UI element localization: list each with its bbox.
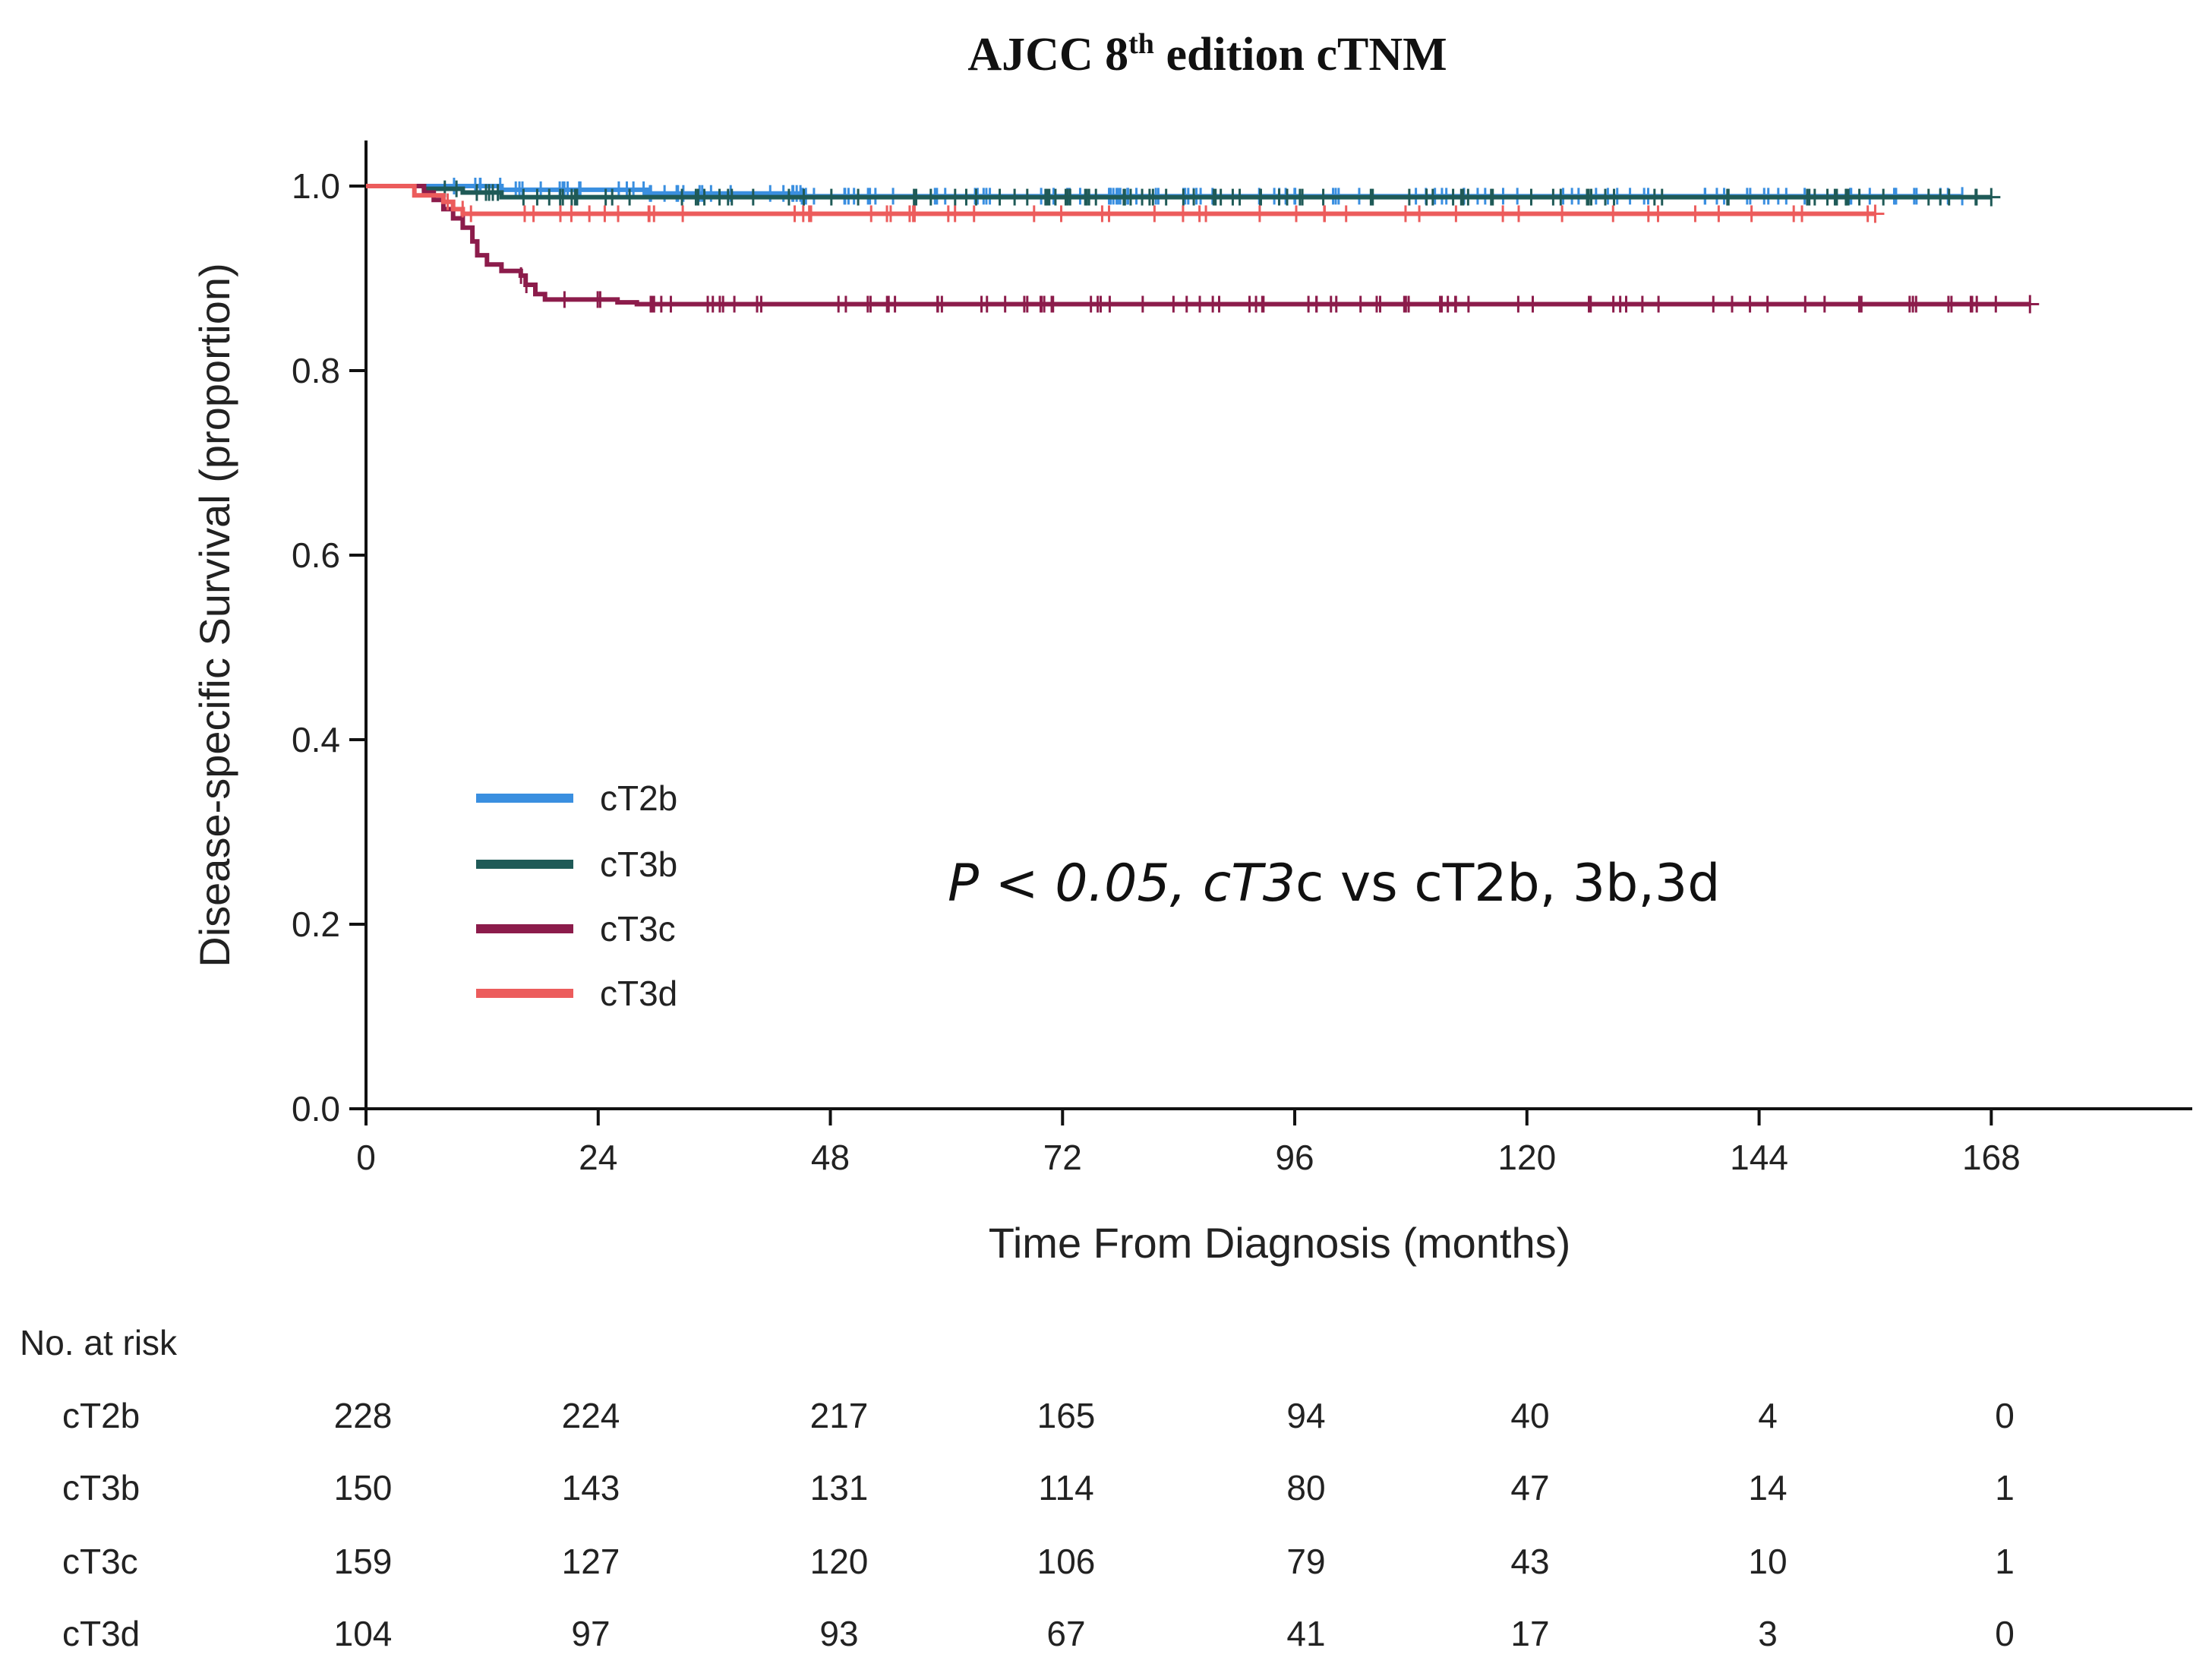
- risk-cell: 43: [1510, 1542, 1549, 1581]
- y-tick-label: 0.6: [292, 535, 340, 575]
- survival-curves: [366, 178, 2040, 314]
- y-tick-label: 0.4: [292, 720, 340, 759]
- risk-cell: 93: [819, 1614, 858, 1653]
- risk-cell: 17: [1510, 1614, 1549, 1653]
- risk-cell: 104: [334, 1614, 393, 1653]
- x-tick-label: 24: [579, 1138, 617, 1177]
- p-value-annotation: P < 0.05, cT3c vs cT2b, 3b,3d: [948, 854, 1720, 914]
- risk-cell: 3: [1758, 1614, 1778, 1653]
- x-axis-label: Time From Diagnosis (months): [989, 1219, 1571, 1267]
- risk-cell: 47: [1510, 1468, 1549, 1507]
- y-tick-label: 0.0: [292, 1089, 340, 1129]
- y-tick-label: 0.2: [292, 904, 340, 944]
- risk-row-label: cT3d: [62, 1614, 140, 1653]
- risk-cell: 106: [1037, 1542, 1096, 1581]
- risk-cell: 1: [1995, 1542, 2015, 1581]
- p-value-italic: P < 0.05, cT3: [948, 854, 1295, 914]
- x-tick-label: 96: [1275, 1138, 1314, 1177]
- risk-cell: 67: [1046, 1614, 1085, 1653]
- legend-label-ct2b: cT2b: [600, 778, 677, 818]
- risk-cell: 165: [1037, 1396, 1096, 1435]
- legend-label-ct3d: cT3d: [600, 974, 677, 1013]
- x-tick-label: 120: [1497, 1138, 1556, 1177]
- risk-cell: 41: [1286, 1614, 1325, 1653]
- risk-row-label: cT3c: [62, 1542, 138, 1581]
- x-tick-label: 72: [1043, 1138, 1082, 1177]
- risk-cell: 224: [562, 1396, 620, 1435]
- risk-cell: 114: [1038, 1468, 1093, 1507]
- risk-cell: 97: [571, 1614, 610, 1653]
- risk-row-label: cT3b: [62, 1468, 140, 1507]
- risk-cell: 120: [810, 1542, 869, 1581]
- chart-title: AJCC 8th edition cTNM: [967, 28, 1447, 81]
- x-tick-label: 48: [811, 1138, 850, 1177]
- risk-cell: 127: [562, 1542, 620, 1581]
- risk-cell: 143: [562, 1468, 620, 1507]
- risk-cell: 0: [1995, 1614, 2015, 1653]
- x-tick-label: 144: [1730, 1138, 1788, 1177]
- risk-cell: 4: [1758, 1396, 1778, 1435]
- p-value-normal: c vs cT2b, 3b,3d: [1295, 854, 1720, 914]
- risk-cell: 159: [334, 1542, 393, 1581]
- chart-title-superscript: th: [1128, 28, 1154, 60]
- risk-cell: 14: [1748, 1468, 1787, 1507]
- risk-cell: 1: [1995, 1468, 2015, 1507]
- legend: cT2b cT3b cT3c cT3d: [476, 778, 677, 1013]
- y-tick-label: 1.0: [292, 166, 340, 206]
- x-tick-label: 0: [356, 1138, 376, 1177]
- y-tick-label: 0.8: [292, 351, 340, 390]
- risk-cell: 40: [1510, 1396, 1549, 1435]
- legend-label-ct3c: cT3c: [600, 909, 676, 949]
- chart-title-main: AJCC 8: [967, 29, 1128, 81]
- x-ticks: 0 24 48 72 96 120 144 168: [356, 1109, 2021, 1177]
- risk-cell: 217: [810, 1396, 869, 1435]
- risk-cell: 0: [1995, 1396, 2015, 1435]
- risk-cell: 10: [1748, 1542, 1787, 1581]
- curve-ct3c: [366, 184, 2031, 307]
- x-tick-label: 168: [1962, 1138, 2021, 1177]
- y-ticks: 0.0 0.2 0.4 0.6 0.8 1.0: [292, 166, 366, 1129]
- risk-table-title: No. at risk: [20, 1323, 178, 1362]
- risk-cell: 79: [1286, 1542, 1325, 1581]
- chart-title-suffix: edition cTNM: [1154, 29, 1447, 81]
- y-axis-label: Disease-specific Survival (proportion): [191, 263, 238, 967]
- risk-cell: 131: [810, 1468, 869, 1507]
- legend-label-ct3b: cT3b: [600, 844, 677, 884]
- risk-cell: 228: [334, 1396, 393, 1435]
- risk-cell: 94: [1286, 1396, 1325, 1435]
- risk-cell: 150: [334, 1468, 393, 1507]
- risk-row-label: cT2b: [62, 1396, 140, 1435]
- risk-cell: 80: [1286, 1468, 1325, 1507]
